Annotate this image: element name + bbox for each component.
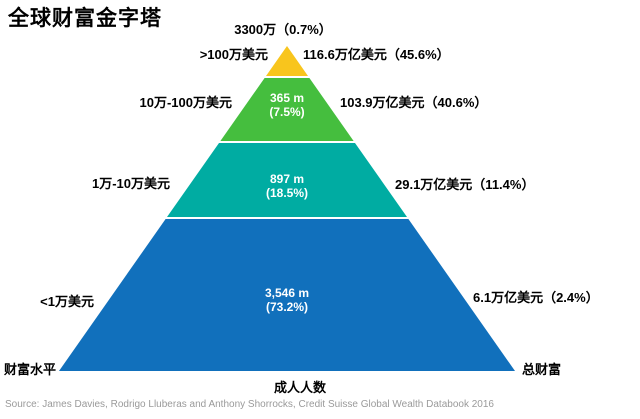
inside-count: 365 m: [269, 91, 305, 105]
wealth-label-lower-middle: 29.1万亿美元（11.4%）: [395, 177, 535, 192]
inside-label-base: 3,546 m (73.2%): [187, 286, 387, 314]
range-label-lower-middle: 1万-10万美元: [91, 176, 170, 191]
inside-label-lower-middle: 897 m (18.5%): [187, 172, 387, 200]
inside-pct: (18.5%): [265, 186, 309, 200]
chart-title: 全球财富金字塔: [8, 7, 162, 30]
wealth-label-upper-middle: 103.9万亿美元（40.6%）: [340, 95, 488, 110]
inside-count: 3,546 m: [264, 286, 310, 300]
range-label-top: >100万美元: [199, 47, 268, 62]
axis-label-adults: 成人人数: [273, 380, 326, 395]
pyramid-tier-upper-middle: [220, 78, 354, 141]
axis-label-wealth-level: 财富水平: [4, 362, 57, 377]
top-tier-adults-annotation: 3300万（0.7%）: [234, 22, 332, 37]
inside-pct: (7.5%): [269, 105, 305, 119]
axis-label-total-wealth: 总财富: [522, 362, 562, 377]
wealth-label-top: 116.6万亿美元（45.6%）: [303, 47, 450, 62]
inside-pct: (73.2%): [265, 300, 309, 314]
inside-label-upper-middle: 365 m (7.5%): [187, 91, 387, 119]
pyramid-tier-lower-middle: [167, 143, 407, 217]
range-label-upper-middle: 10万-100万美元: [139, 95, 232, 110]
inside-count: 897 m: [269, 172, 305, 186]
pyramid-tier-base: [59, 219, 515, 371]
pyramid-tier-top: [266, 46, 308, 76]
wealth-label-base: 6.1万亿美元（2.4%）: [473, 290, 599, 305]
range-label-base: <1万美元: [40, 294, 94, 309]
source-note: Source: James Davies, Rodrigo Lluberas a…: [5, 399, 494, 410]
